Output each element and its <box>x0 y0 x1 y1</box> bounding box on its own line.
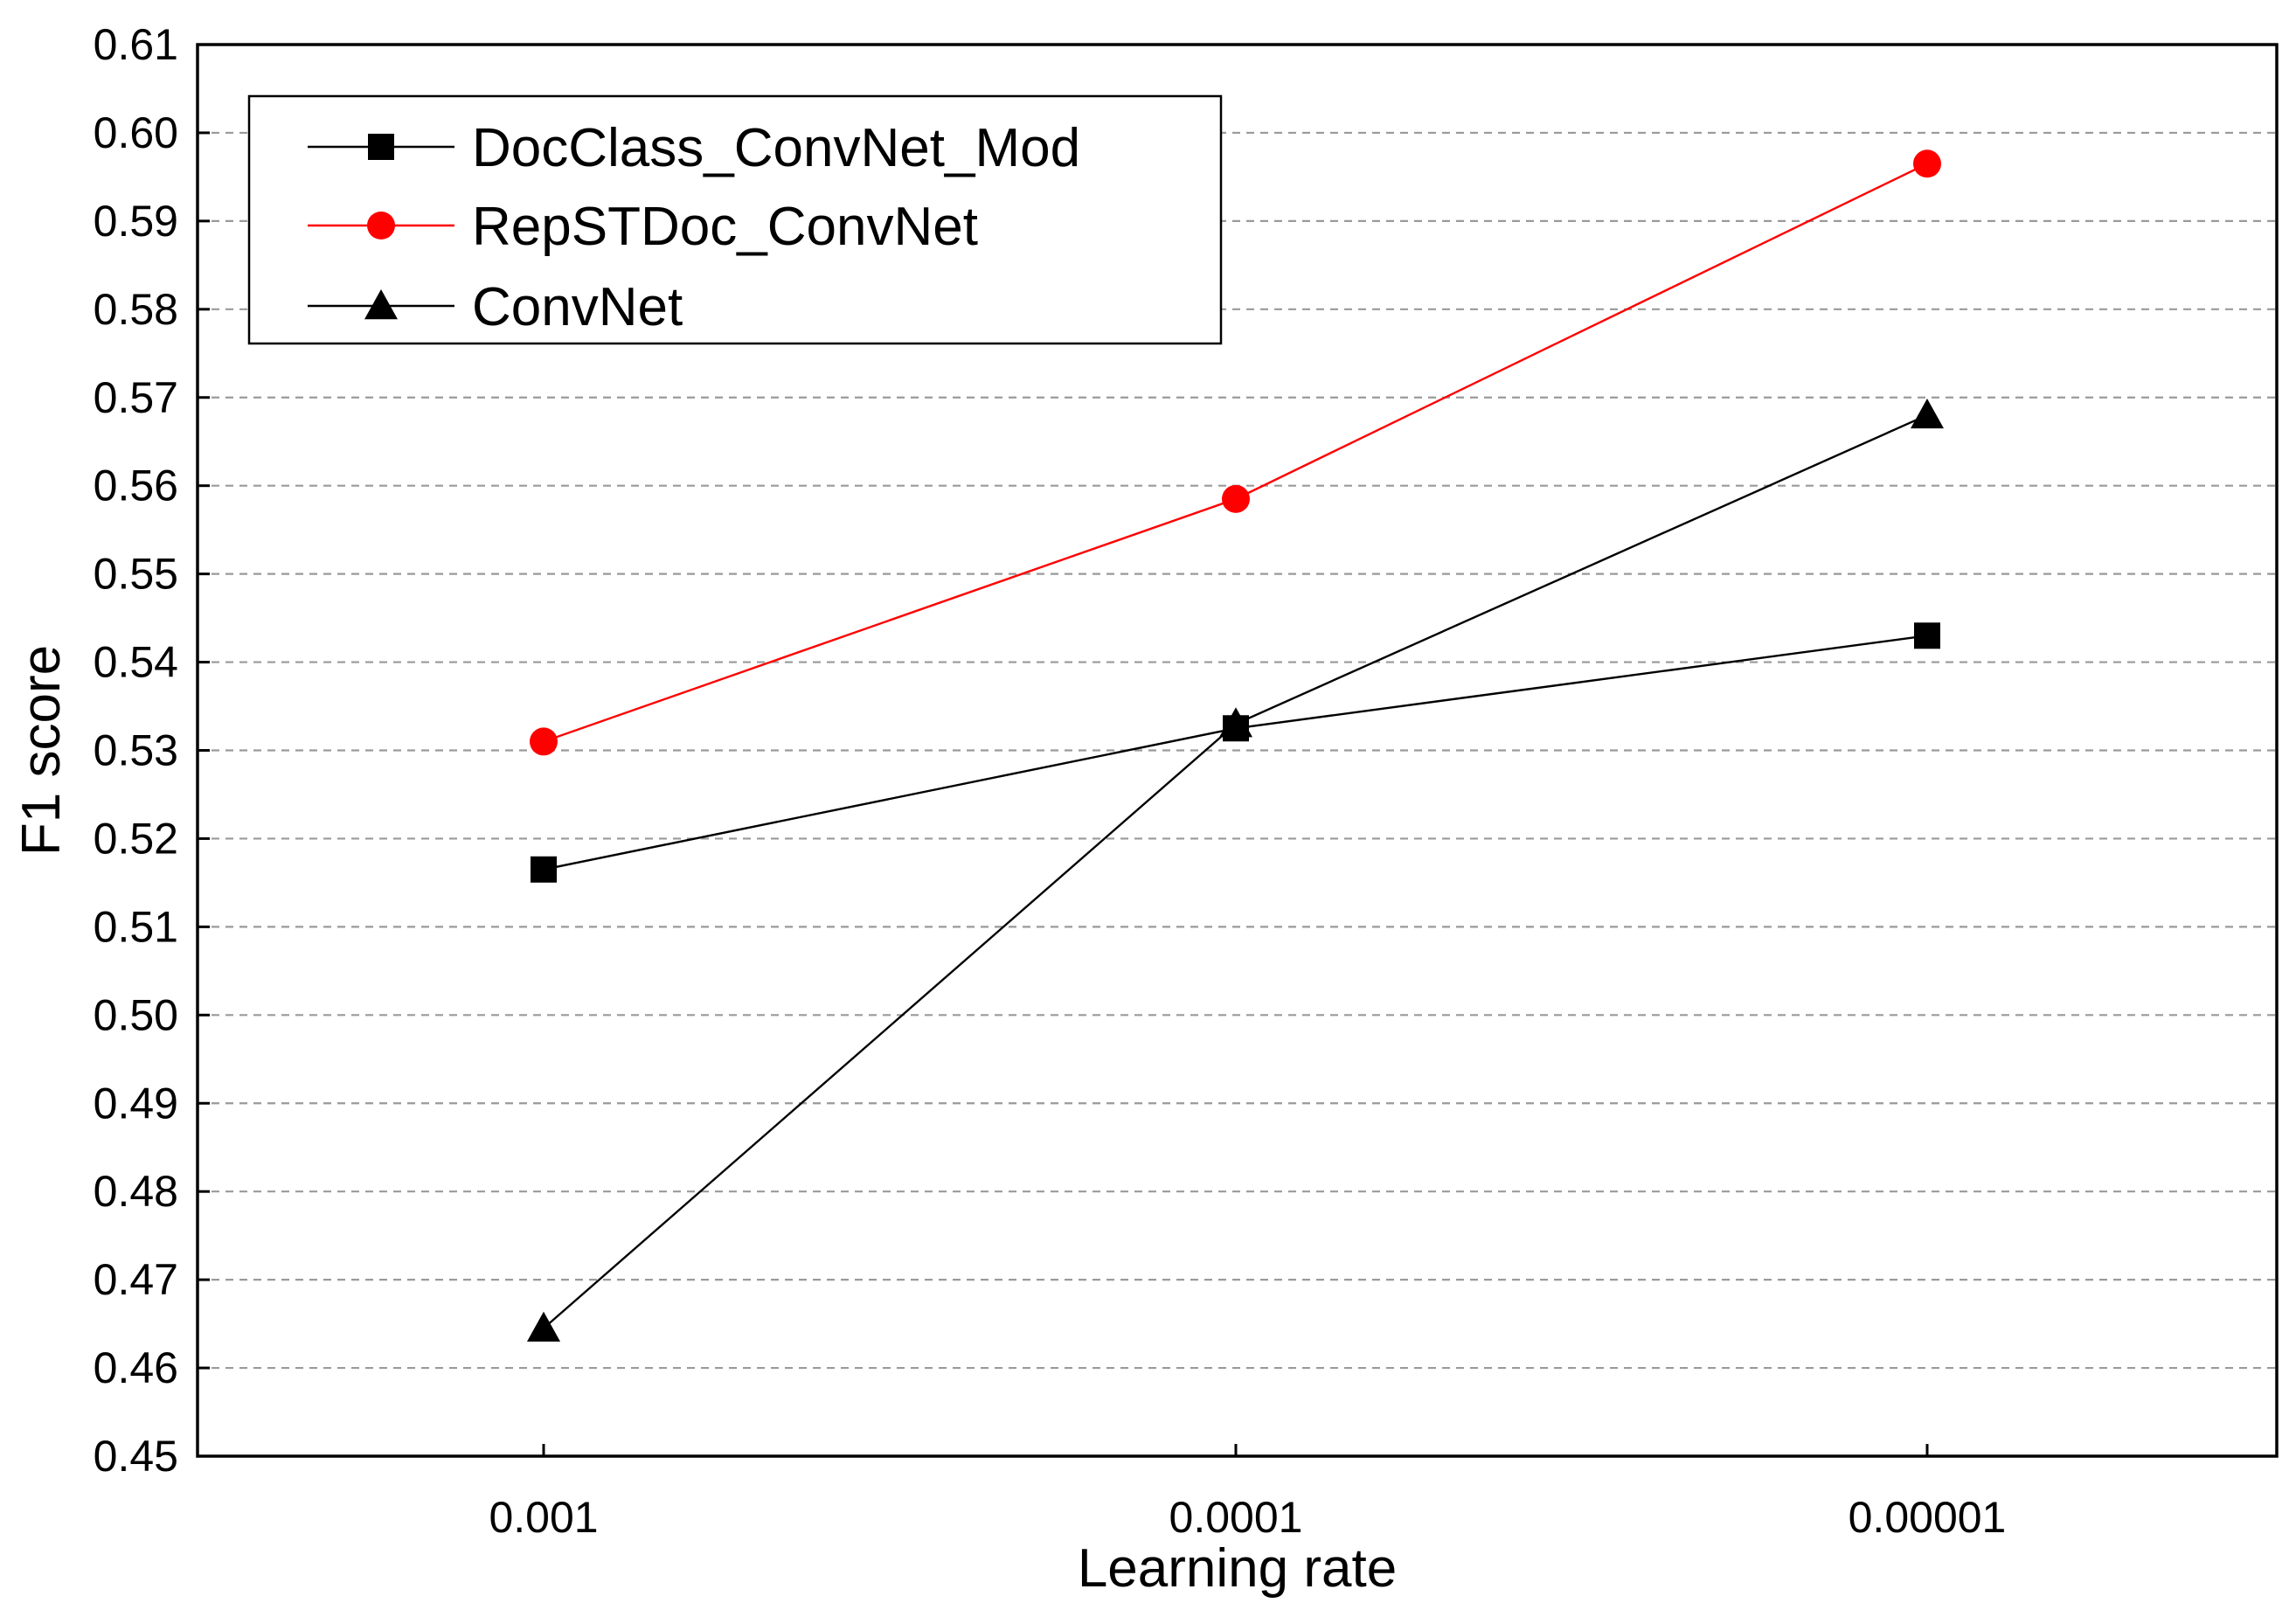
legend-item: DocClass_ConvNet_Mod <box>308 118 1080 178</box>
legend: DocClass_ConvNet_Mod RepSTDoc_ConvNet Conv… <box>247 94 1223 345</box>
legend-label: ConvNet <box>472 277 683 337</box>
y-tick-label: 0.58 <box>94 285 178 334</box>
y-tick-label: 0.54 <box>94 638 178 687</box>
data-point-circle <box>530 727 558 756</box>
legend-marker-square <box>368 134 394 160</box>
legend-label: DocClass_ConvNet_Mod <box>472 118 1080 178</box>
y-tick-label: 0.50 <box>94 990 178 1039</box>
x-tick-label: 0.001 <box>489 1493 598 1542</box>
y-tick-label: 0.46 <box>94 1343 178 1392</box>
x-axis-title: Learning rate <box>1078 1538 1397 1599</box>
y-tick-label: 0.57 <box>94 373 178 422</box>
y-tick-label: 0.45 <box>94 1432 178 1481</box>
legend-marker-triangle <box>364 289 398 320</box>
data-point-square <box>531 856 557 883</box>
series-RepSTDoc_ConvNet <box>530 149 1941 756</box>
data-point-circle <box>1913 149 1941 178</box>
series-line <box>543 635 1928 871</box>
data-point-triangle <box>527 1311 560 1342</box>
y-axis-title: F1 score <box>11 645 72 856</box>
legend-label: RepSTDoc_ConvNet <box>472 197 978 257</box>
legend-item: RepSTDoc_ConvNet <box>308 197 978 257</box>
y-tick-label: 0.49 <box>94 1079 178 1128</box>
y-tick-label: 0.59 <box>94 197 178 246</box>
series-lines <box>527 149 1944 1342</box>
data-point-triangle <box>1911 398 1944 429</box>
y-tick-label: 0.53 <box>94 726 178 775</box>
legend-marker-circle <box>367 212 395 239</box>
legend-box <box>247 94 1223 345</box>
data-point-circle <box>1222 484 1250 513</box>
y-axis-ticks: 0.45 0.46 0.47 0.48 0.49 0.50 0.51 0.52 0.53 0.54… <box>94 20 210 1481</box>
legend-item: ConvNet <box>308 277 683 337</box>
grid-lines <box>198 131 2277 1370</box>
y-tick-label: 0.60 <box>94 108 178 157</box>
series-ConvNet <box>527 398 1944 1342</box>
y-tick-label: 0.48 <box>94 1167 178 1216</box>
y-tick-label: 0.61 <box>94 20 178 69</box>
plot-frame <box>196 43 2279 1458</box>
y-tick-label: 0.55 <box>94 550 178 599</box>
y-tick-label: 0.47 <box>94 1255 178 1304</box>
x-axis-ticks: 0.001 0.0001 0.00001 <box>489 1444 2006 1542</box>
y-tick-label: 0.52 <box>94 814 178 863</box>
x-tick-label: 0.0001 <box>1169 1493 1303 1542</box>
x-tick-label: 0.00001 <box>1849 1493 2007 1542</box>
data-point-square <box>1914 622 1940 649</box>
y-tick-label: 0.51 <box>94 902 178 951</box>
data-point-triangle <box>1219 707 1252 738</box>
y-tick-label: 0.56 <box>94 461 178 510</box>
